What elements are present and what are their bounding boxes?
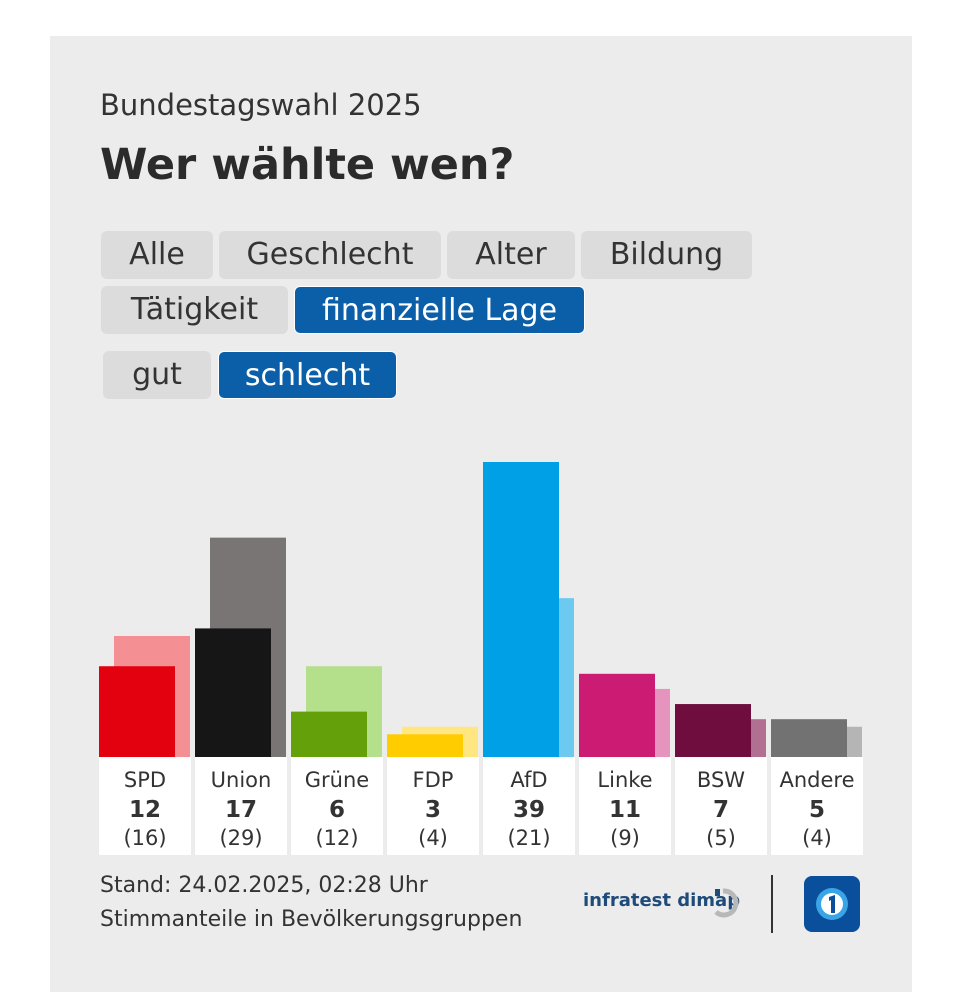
label-cell-union: [195, 757, 287, 855]
value-label-bsw: 7: [713, 797, 729, 823]
bar-current-union: [195, 628, 271, 757]
label-cell-afd: [483, 757, 575, 855]
value-label-afd: 39: [513, 797, 545, 823]
chart-title: Wer wählte wen?: [100, 140, 515, 190]
ard-logo-icon: [804, 876, 860, 932]
party-name-linke: Linke: [597, 768, 652, 792]
label-cell-spd: [99, 757, 191, 855]
tab-alle[interactable]: Alle: [101, 231, 213, 279]
tab-alter[interactable]: Alter: [447, 231, 575, 279]
infratest-dimap-logo: infratest dimap: [583, 890, 741, 911]
value-label-union: 17: [225, 797, 257, 823]
value-label-fdp: 3: [425, 797, 441, 823]
party-name-afd: AfD: [510, 768, 547, 792]
party-name-fdp: FDP: [413, 768, 454, 792]
comparison-label-afd: (21): [507, 826, 550, 850]
party-name-spd: SPD: [124, 768, 166, 792]
label-cell-linke: [579, 757, 671, 855]
value-label-grne: 6: [329, 797, 345, 823]
chart-subtitle: Bundestagswahl 2025: [100, 88, 422, 122]
party-name-andere: Andere: [779, 768, 854, 792]
party-name-grne: Grüne: [305, 768, 369, 792]
comparison-label-andere: (4): [802, 826, 832, 850]
tab-bildung[interactable]: Bildung: [581, 231, 752, 279]
bar-current-afd: [483, 462, 559, 757]
bar-current-andere: [771, 719, 847, 757]
tab-finanzielle-lage[interactable]: finanzielle Lage: [294, 286, 585, 334]
comparison-label-linke: (9): [610, 826, 640, 850]
tab-taetigkeit[interactable]: Tätigkeit: [101, 286, 288, 334]
comparison-label-fdp: (4): [418, 826, 448, 850]
party-name-union: Union: [211, 768, 272, 792]
subtab-schlecht[interactable]: schlecht: [218, 351, 397, 399]
label-cell-bsw: [675, 757, 767, 855]
comparison-label-spd: (16): [123, 826, 166, 850]
bar-current-linke: [579, 673, 655, 757]
infratest-dimap-icon: [714, 888, 739, 918]
population-note: Stimmanteile in Bevölkerungsgruppen: [100, 907, 523, 932]
value-label-andere: 5: [809, 797, 825, 823]
subtab-gut[interactable]: gut: [103, 351, 211, 399]
logo-divider: [771, 875, 773, 933]
comparison-label-grne: (12): [315, 826, 358, 850]
tab-geschlecht[interactable]: Geschlecht: [219, 231, 441, 279]
value-label-spd: 12: [129, 797, 161, 823]
bar-current-spd: [99, 666, 175, 757]
label-cell-grne: [291, 757, 383, 855]
label-cell-andere: [771, 757, 863, 855]
party-name-bsw: BSW: [697, 768, 745, 792]
bar-current-bsw: [675, 704, 751, 757]
comparison-label-union: (29): [219, 826, 262, 850]
label-cell-fdp: [387, 757, 479, 855]
stand-text: Stand: 24.02.2025, 02:28 Uhr: [100, 873, 428, 898]
comparison-label-bsw: (5): [706, 826, 736, 850]
bar-current-fdp: [387, 734, 463, 757]
chart-card: [50, 36, 912, 992]
bar-current-grne: [291, 711, 367, 757]
value-label-linke: 11: [609, 797, 641, 823]
